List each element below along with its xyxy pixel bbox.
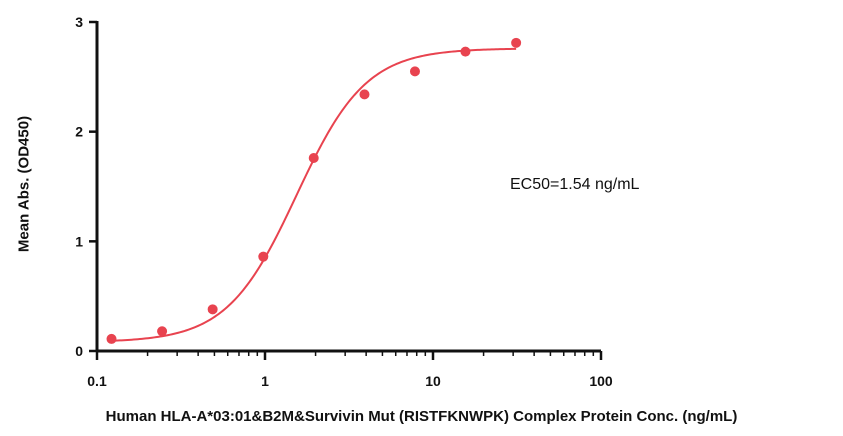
x-axis-label: Human HLA-A*03:01&B2M&Survivin Mut (RIST… xyxy=(105,408,738,425)
y-tick-label: 3 xyxy=(75,14,83,30)
fit-curve xyxy=(111,47,517,342)
data-point xyxy=(308,152,319,163)
data-points xyxy=(106,37,522,344)
ec50-annotation: EC50=1.54 ng/mL xyxy=(510,176,640,193)
x-tick-label: 100 xyxy=(589,373,613,389)
y-axis-label: Mean Abs. (OD450) xyxy=(15,115,33,253)
data-point xyxy=(157,326,168,337)
y-tick-label: 0 xyxy=(75,343,83,359)
data-point xyxy=(258,251,269,262)
data-point xyxy=(409,66,420,77)
x-tick-label: 10 xyxy=(425,373,441,389)
ticks: 0 1 2 3 0.1 1 10 100 xyxy=(75,14,613,389)
x-tick-label: 0.1 xyxy=(87,373,107,389)
y-tick-label: 1 xyxy=(75,233,83,249)
axes xyxy=(95,21,601,353)
data-point xyxy=(460,46,471,57)
fit-curve-group xyxy=(111,47,517,342)
data-point xyxy=(359,89,370,100)
data-point xyxy=(207,304,218,315)
y-tick-label: 2 xyxy=(75,124,83,140)
x-tick-label: 1 xyxy=(261,373,269,389)
data-point xyxy=(106,333,117,344)
data-point xyxy=(511,37,522,48)
